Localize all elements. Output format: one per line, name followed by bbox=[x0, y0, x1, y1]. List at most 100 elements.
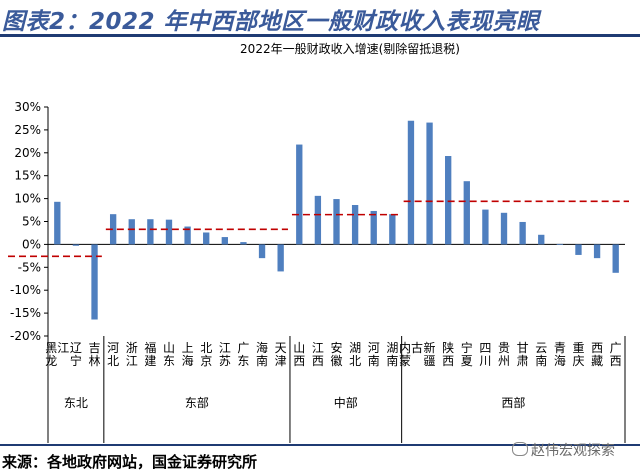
category-label: 龙 bbox=[45, 354, 57, 368]
bar bbox=[482, 209, 489, 245]
category-label: 西 bbox=[610, 354, 622, 368]
bar bbox=[184, 226, 191, 245]
bar bbox=[407, 120, 415, 245]
y-tick-label: 30% bbox=[14, 100, 41, 114]
category-label: 重 bbox=[572, 341, 584, 355]
region-label: 东部 bbox=[185, 395, 209, 410]
category-label: 安 bbox=[330, 340, 342, 355]
category-label: 古 bbox=[411, 340, 423, 355]
y-tick-label: 5% bbox=[22, 215, 41, 229]
category-label: 西 bbox=[591, 341, 603, 355]
figure-title: 图表2：2022 年中西部地区一般财政收入表现亮眼 bbox=[2, 9, 540, 35]
footer-rule bbox=[0, 444, 640, 446]
region-labels: 东北 东部 中部 西部 bbox=[47, 336, 626, 443]
source-note: 来源：各地政府网站，国金证券研究所 bbox=[2, 453, 258, 471]
category-label: 北 bbox=[107, 354, 119, 368]
category-label: 甘 bbox=[517, 341, 529, 355]
category-label: 苏 bbox=[219, 354, 231, 368]
bar bbox=[203, 232, 210, 245]
bar bbox=[109, 214, 117, 245]
category-label: 内 bbox=[399, 341, 411, 355]
watermark-text: 赵伟宏观探索 bbox=[531, 443, 615, 459]
bar bbox=[72, 244, 80, 246]
bar bbox=[91, 244, 98, 320]
category-label: 青 bbox=[554, 341, 566, 355]
bar bbox=[333, 199, 340, 245]
y-tick-label: 10% bbox=[14, 192, 41, 206]
bar bbox=[370, 210, 377, 245]
bar bbox=[277, 244, 284, 272]
y-tick-label: -10% bbox=[10, 283, 41, 297]
bar-chart: 2022年一般财政收入增速(剔除留抵退税) -20% -15% -10% -5% 0% 5… bbox=[8, 41, 629, 443]
bar bbox=[221, 237, 228, 245]
category-labels: 黑龙江 辽宁吉林河北浙江福建山东上海北京江苏广东海南天津山西江西安徽湖北河南湖南内… bbox=[45, 340, 621, 368]
category-label: 蒙 bbox=[399, 354, 411, 368]
bar bbox=[538, 234, 545, 245]
category-label: 浙 bbox=[126, 341, 138, 355]
y-tick-label: -15% bbox=[10, 306, 41, 320]
title-rule bbox=[0, 34, 640, 37]
category-label: 宁 bbox=[70, 353, 82, 368]
category-label: 云 bbox=[535, 341, 547, 355]
category-label: 上 bbox=[182, 341, 194, 355]
category-label: 湖 bbox=[349, 340, 361, 355]
category-label: 吉 bbox=[89, 341, 101, 355]
bar bbox=[556, 243, 564, 245]
bar bbox=[389, 214, 396, 245]
category-label: 西 bbox=[312, 354, 324, 368]
category-label: 江 bbox=[219, 341, 231, 355]
category-label: 京 bbox=[200, 354, 212, 368]
category-label: 海 bbox=[256, 340, 268, 355]
bar bbox=[240, 242, 247, 245]
category-label: 天 bbox=[275, 341, 287, 355]
category-label: 南 bbox=[368, 353, 380, 368]
category-label: 辽 bbox=[70, 341, 82, 355]
category-label: 建 bbox=[144, 354, 156, 368]
category-label: 广 bbox=[237, 341, 249, 355]
category-label: 海 bbox=[182, 353, 194, 368]
category-label: 东 bbox=[163, 354, 175, 368]
region-label: 中部 bbox=[334, 395, 358, 410]
average-lines bbox=[8, 200, 629, 258]
category-label: 河 bbox=[368, 341, 380, 355]
y-tick-label: -5% bbox=[18, 260, 41, 274]
category-label: 南 bbox=[386, 353, 398, 368]
bar bbox=[500, 212, 508, 245]
category-label: 新 bbox=[424, 340, 436, 355]
category-label: 四 bbox=[479, 341, 491, 355]
category-label: 陕 bbox=[442, 340, 454, 355]
bar bbox=[519, 221, 526, 245]
category-label: 湖 bbox=[386, 340, 398, 355]
watermark: 赵伟宏观探索 bbox=[512, 440, 615, 460]
category-label: 南 bbox=[535, 353, 547, 368]
category-label: 福 bbox=[144, 340, 156, 355]
category-label: 藏 bbox=[591, 354, 603, 368]
category-label: 州 bbox=[498, 354, 510, 368]
bar bbox=[351, 205, 359, 245]
region-label: 西部 bbox=[501, 395, 525, 410]
bar bbox=[54, 201, 61, 245]
y-tick-label: 15% bbox=[14, 169, 41, 183]
bar bbox=[426, 122, 433, 245]
category-label: 北 bbox=[349, 354, 361, 368]
chart-title: 2022年一般财政收入增速(剔除留抵退税) bbox=[240, 41, 460, 56]
category-label: 江 bbox=[312, 341, 324, 355]
category-label: 川 bbox=[479, 354, 491, 368]
y-tick-label: -20% bbox=[10, 329, 41, 343]
region-label: 东北 bbox=[64, 396, 88, 410]
bar bbox=[296, 144, 303, 245]
category-label: 南 bbox=[256, 353, 268, 368]
bar bbox=[314, 195, 322, 245]
y-tick-label: 25% bbox=[14, 123, 41, 137]
category-label: 山 bbox=[163, 341, 175, 355]
category-label: 贵 bbox=[498, 341, 510, 355]
category-label: 黑 bbox=[45, 341, 57, 355]
bar bbox=[165, 219, 173, 245]
y-tick-label: 0% bbox=[22, 237, 41, 251]
category-label: 肃 bbox=[517, 354, 529, 368]
category-label: 江 bbox=[57, 341, 69, 355]
category-label: 江 bbox=[126, 354, 138, 368]
bar bbox=[575, 244, 582, 255]
category-label: 山 bbox=[293, 341, 305, 355]
wechat-icon bbox=[512, 442, 528, 456]
